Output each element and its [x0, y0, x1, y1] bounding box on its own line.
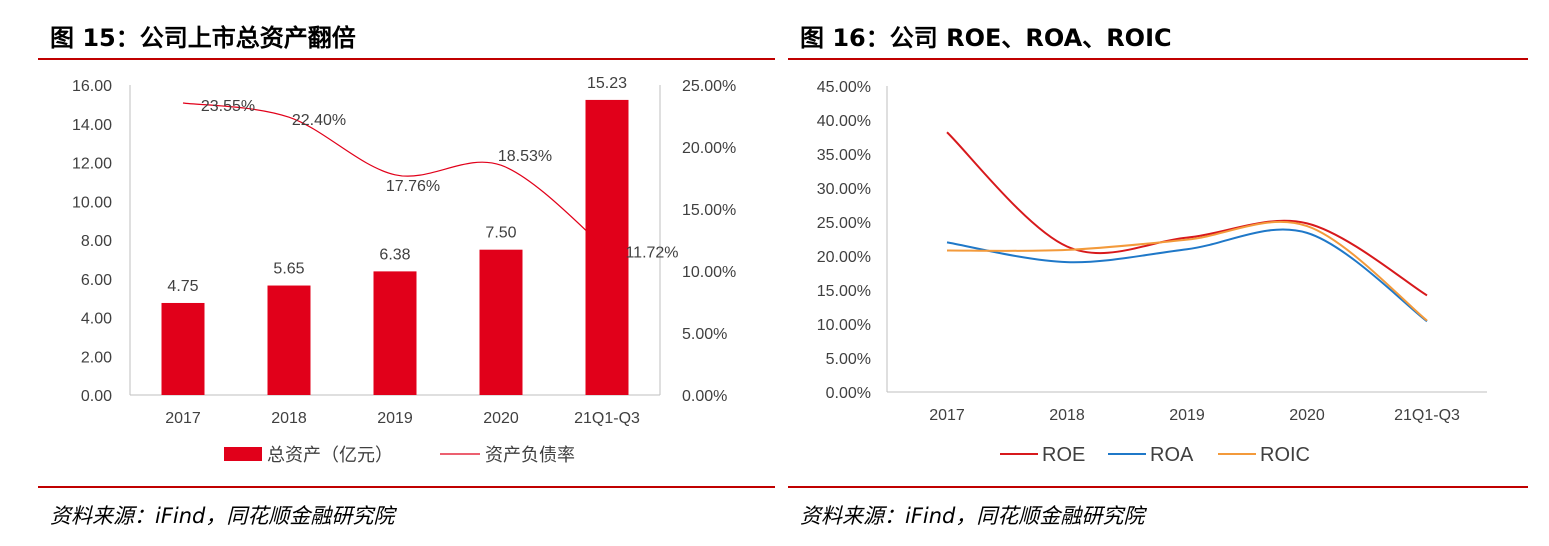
- left-y-tick-label: 4.00: [81, 311, 112, 328]
- figure-15-top-rule: [38, 58, 775, 60]
- figure-16-top-rule: [788, 58, 1528, 60]
- right-y-tick-label: 15.00%: [682, 202, 736, 219]
- y-tick-label: 40.00%: [817, 113, 871, 130]
- left-y-tick-label: 6.00: [81, 272, 112, 289]
- bar-total-assets: [373, 271, 417, 395]
- bar-data-label: 15.23: [587, 75, 627, 92]
- x-tick-label: 2017: [929, 407, 965, 424]
- left-y-tick-label: 10.00: [72, 194, 112, 211]
- left-y-tick-label: 14.00: [72, 117, 112, 134]
- figure-16-chart: 0.00% 5.00% 10.00% 15.00% 20.00% 25.00% 30.00%…: [817, 79, 1487, 466]
- legend-label-roa: ROA: [1150, 444, 1194, 466]
- y-tick-label: 15.00%: [817, 283, 871, 300]
- left-y-tick-label: 12.00: [72, 156, 112, 173]
- legend-label-debt-ratio: 资产负债率: [485, 445, 575, 465]
- bar-total-assets: [161, 302, 205, 395]
- y-tick-label: 5.00%: [826, 351, 871, 368]
- bar-data-label: 7.50: [485, 225, 516, 242]
- line-data-label: 22.40%: [292, 112, 346, 129]
- x-tick-label: 2020: [1289, 407, 1325, 424]
- legend-label-roe: ROE: [1042, 444, 1085, 466]
- right-y-tick-label: 25.00%: [682, 78, 736, 95]
- left-y-tick-label: 0.00: [81, 388, 112, 405]
- line-data-label: 17.76%: [386, 178, 440, 195]
- figure-16-title: 图 16：公司 ROE、ROA、ROIC: [800, 24, 1172, 52]
- left-y-tick-label: 2.00: [81, 349, 112, 366]
- right-y-tick-label: 10.00%: [682, 264, 736, 281]
- y-tick-label: 20.00%: [817, 249, 871, 266]
- right-y-tick-label: 0.00%: [682, 388, 727, 405]
- figure-16-source: 资料来源：iFind，同花顺金融研究院: [800, 504, 1145, 528]
- x-tick-label: 2017: [165, 410, 201, 427]
- right-y-tick-label: 5.00%: [682, 326, 727, 343]
- line-debt-ratio: [182, 102, 608, 251]
- x-tick-label: 2018: [1049, 407, 1085, 424]
- y-tick-label: 45.00%: [817, 79, 871, 96]
- y-tick-label: 35.00%: [817, 147, 871, 164]
- y-tick-label: 30.00%: [817, 181, 871, 198]
- figure-15-panel: 图 15：公司上市总资产翻倍 0.00 2.00 4.00 6.00 8.00 10.00…: [38, 24, 775, 528]
- line-data-label: 18.53%: [498, 148, 552, 165]
- x-tick-label: 2019: [1169, 407, 1205, 424]
- x-tick-label: 2018: [271, 410, 307, 427]
- legend-label-total-assets: 总资产（亿元）: [267, 445, 393, 465]
- figure-16-panel: 图 16：公司 ROE、ROA、ROIC 0.00% 5.00% 10.00% 15.…: [775, 0, 1549, 546]
- left-y-tick-label: 8.00: [81, 233, 112, 250]
- bar-total-assets: [585, 99, 629, 395]
- line-roic: [946, 220, 1428, 322]
- right-y-tick-label: 20.00%: [682, 140, 736, 157]
- bar-total-assets: [479, 249, 523, 395]
- line-roe: [946, 131, 1428, 297]
- figure-15-title: 图 15：公司上市总资产翻倍: [50, 24, 356, 52]
- line-data-label: 23.55%: [201, 98, 255, 115]
- bar-data-label: 6.38: [379, 246, 410, 263]
- x-tick-label: 21Q1-Q3: [1394, 407, 1460, 424]
- legend-label-roic: ROIC: [1260, 444, 1310, 466]
- x-tick-label: 2019: [377, 410, 413, 427]
- y-tick-label: 0.00%: [826, 385, 871, 402]
- bar-data-label: 4.75: [167, 278, 198, 295]
- line-roa: [946, 228, 1428, 323]
- y-tick-label: 25.00%: [817, 215, 871, 232]
- line-data-label: 11.72%: [625, 245, 678, 262]
- x-tick-label: 21Q1-Q3: [574, 410, 640, 427]
- legend-swatch-total-assets: [224, 447, 262, 461]
- y-tick-label: 10.00%: [817, 317, 871, 334]
- figure-16-bottom-rule: [788, 486, 1528, 488]
- bar-data-label: 5.65: [273, 261, 304, 278]
- bar-total-assets: [267, 285, 311, 395]
- left-y-tick-label: 16.00: [72, 78, 112, 95]
- figure-15-chart: 0.00 2.00 4.00 6.00 8.00 10.00 12.00 14.00 16.00…: [72, 75, 736, 465]
- figure-15-bottom-rule: [38, 486, 775, 488]
- x-tick-label: 2020: [483, 410, 519, 427]
- figure-15-source: 资料来源：iFind，同花顺金融研究院: [50, 504, 395, 528]
